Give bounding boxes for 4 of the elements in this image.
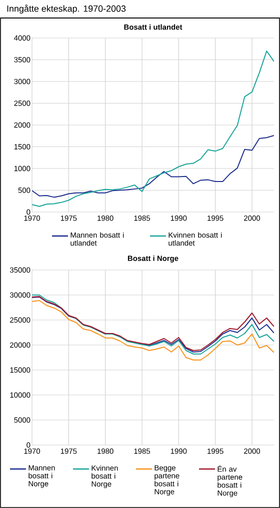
line-series xyxy=(32,50,274,207)
line-series xyxy=(32,300,274,360)
line-series xyxy=(32,134,274,198)
chart-title: Inngåtte ekteskap. 1970-2003 xyxy=(7,4,126,14)
